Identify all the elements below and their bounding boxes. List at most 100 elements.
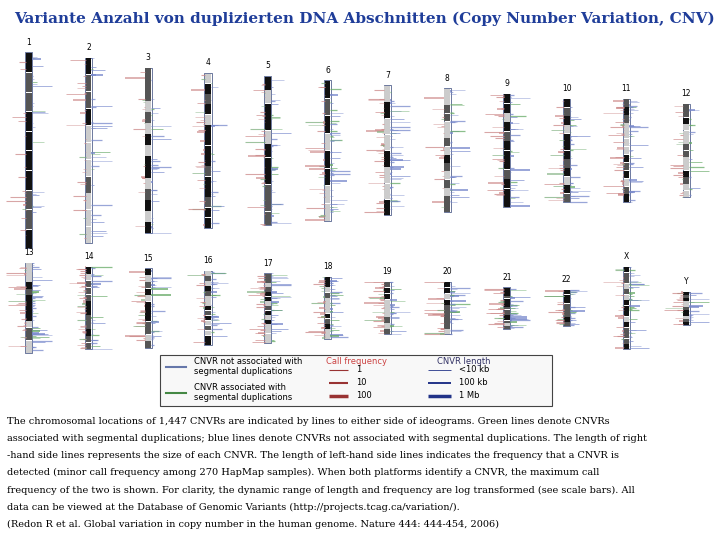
Bar: [26, 171, 32, 190]
Bar: [564, 142, 570, 151]
Bar: [324, 276, 331, 340]
Bar: [325, 303, 330, 308]
Text: CNVR associated with
segmental duplications: CNVR associated with segmental duplicati…: [194, 383, 292, 402]
Bar: [205, 335, 211, 340]
Bar: [86, 315, 91, 322]
Bar: [205, 301, 211, 306]
Bar: [504, 188, 510, 198]
Text: 16: 16: [203, 256, 213, 265]
Bar: [624, 333, 629, 338]
Bar: [145, 68, 152, 233]
Bar: [145, 124, 151, 134]
Bar: [624, 171, 629, 178]
Bar: [325, 298, 330, 303]
Bar: [86, 336, 91, 342]
Bar: [683, 303, 689, 307]
Bar: [205, 136, 211, 145]
Bar: [205, 271, 211, 276]
Bar: [205, 146, 211, 156]
Text: 9: 9: [505, 79, 509, 88]
Text: 4: 4: [206, 58, 210, 68]
Bar: [86, 193, 91, 210]
Bar: [384, 329, 390, 334]
Bar: [444, 122, 450, 130]
Bar: [683, 104, 689, 111]
Bar: [86, 177, 91, 193]
Bar: [26, 328, 32, 334]
Bar: [86, 160, 91, 176]
Bar: [26, 282, 32, 288]
Bar: [26, 321, 32, 327]
Text: 20: 20: [442, 267, 452, 276]
Bar: [145, 222, 151, 233]
Bar: [85, 57, 92, 244]
Text: 8: 8: [445, 74, 449, 83]
Bar: [504, 296, 510, 299]
Bar: [26, 230, 32, 248]
Bar: [624, 123, 629, 131]
Bar: [444, 188, 450, 196]
Bar: [504, 301, 510, 304]
Text: -hand side lines represents the size of each CNVR. The length of left-hand side : -hand side lines represents the size of …: [7, 451, 619, 460]
Bar: [683, 298, 689, 300]
Bar: [444, 180, 450, 187]
Bar: [145, 315, 151, 321]
Bar: [325, 116, 330, 133]
Bar: [205, 276, 211, 281]
Bar: [145, 269, 151, 275]
Text: 7: 7: [385, 71, 390, 80]
Bar: [145, 178, 151, 189]
Bar: [564, 99, 570, 107]
Bar: [145, 341, 151, 348]
Bar: [325, 277, 330, 282]
Text: The chromosomal locations of 1,447 CNVRs are indicated by lines to either side o: The chromosomal locations of 1,447 CNVRs…: [7, 417, 610, 426]
Bar: [384, 119, 390, 134]
Bar: [564, 159, 570, 167]
Bar: [26, 132, 32, 151]
Bar: [384, 323, 390, 328]
Bar: [624, 273, 629, 278]
Bar: [683, 138, 689, 144]
Bar: [205, 94, 211, 104]
Text: 15: 15: [143, 254, 153, 263]
Bar: [683, 322, 689, 325]
Bar: [26, 302, 32, 308]
Bar: [444, 196, 450, 204]
Bar: [624, 316, 629, 322]
Text: 13: 13: [24, 248, 34, 257]
Bar: [624, 147, 629, 154]
Text: 10: 10: [356, 379, 367, 387]
Bar: [624, 179, 629, 186]
Bar: [205, 316, 211, 320]
Bar: [444, 323, 450, 328]
Bar: [324, 80, 331, 220]
Bar: [204, 73, 212, 228]
Bar: [504, 312, 510, 315]
Bar: [504, 104, 510, 112]
Bar: [624, 278, 629, 284]
Bar: [325, 81, 330, 98]
Bar: [325, 169, 330, 185]
Bar: [265, 296, 271, 301]
Bar: [504, 321, 510, 323]
Bar: [265, 338, 271, 343]
Bar: [683, 144, 689, 151]
Text: CNVR length: CNVR length: [436, 357, 490, 367]
Bar: [563, 99, 570, 202]
Bar: [444, 138, 450, 146]
Bar: [265, 315, 271, 320]
Bar: [325, 308, 330, 313]
Bar: [86, 92, 91, 108]
Text: X: X: [624, 252, 629, 261]
Bar: [265, 131, 271, 144]
Bar: [384, 282, 390, 287]
Bar: [26, 191, 32, 209]
Bar: [504, 318, 510, 320]
Bar: [86, 75, 91, 91]
Bar: [145, 102, 151, 112]
Bar: [504, 291, 510, 293]
Bar: [205, 156, 211, 166]
Bar: [265, 329, 271, 333]
Bar: [265, 185, 271, 198]
Bar: [145, 288, 151, 295]
